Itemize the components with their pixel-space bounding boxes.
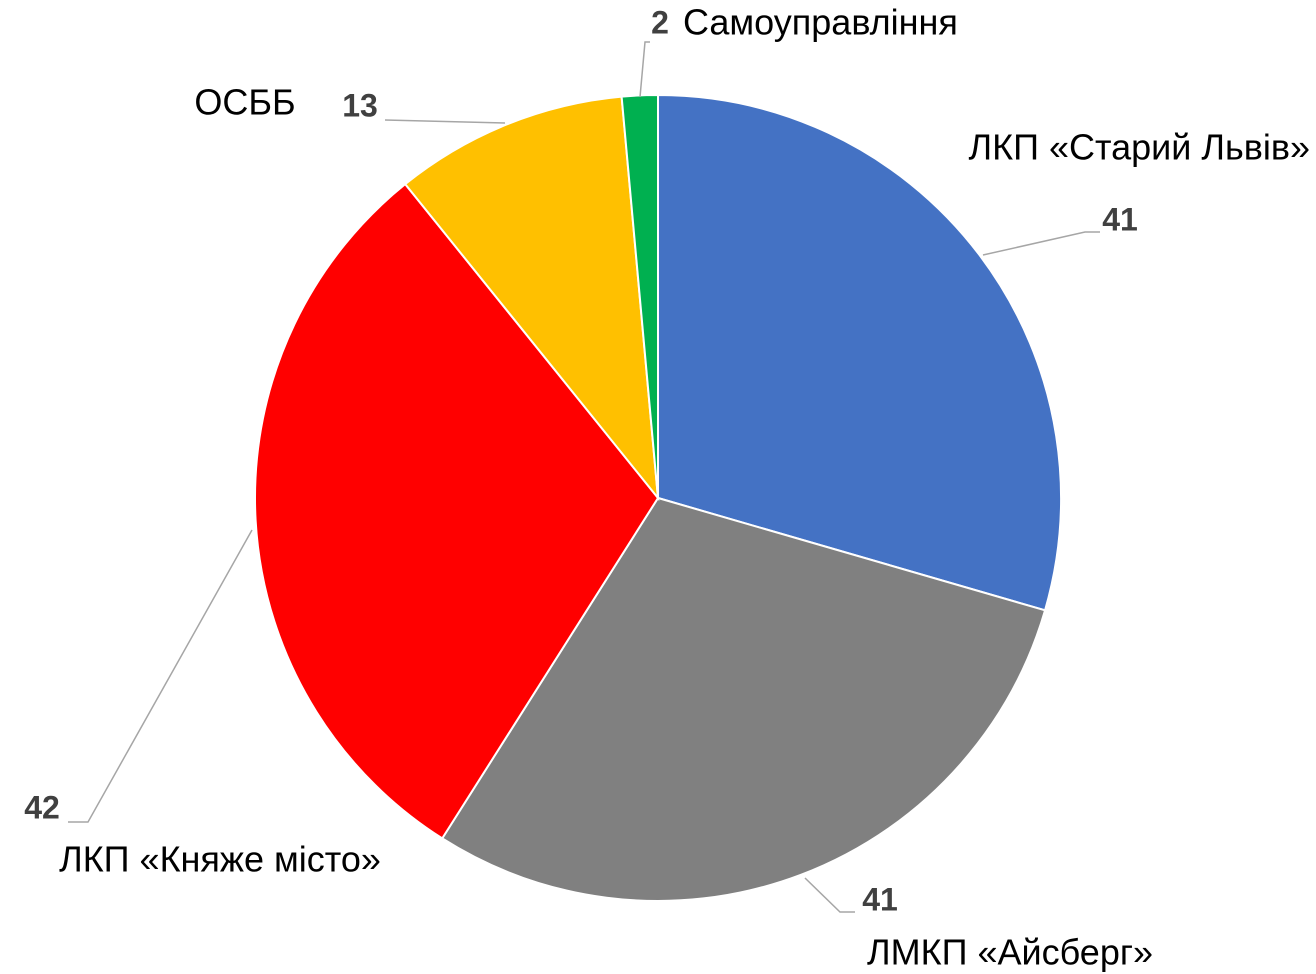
data-label: 41 bbox=[1102, 201, 1138, 237]
category-label: ОСББ bbox=[194, 82, 295, 123]
pie-slice bbox=[403, 95, 660, 502]
leader-line bbox=[982, 231, 1100, 256]
pie-slice bbox=[657, 93, 1062, 612]
pie-slice bbox=[440, 496, 1047, 902]
leader-line bbox=[384, 119, 506, 124]
category-label: Самоуправління bbox=[683, 2, 958, 43]
category-label: ЛКП «Старий Львів» bbox=[969, 127, 1311, 168]
leader-line bbox=[804, 877, 855, 913]
data-label: 13 bbox=[342, 87, 378, 123]
leader-line bbox=[68, 529, 253, 823]
leader-line bbox=[639, 41, 650, 98]
pie-slice bbox=[254, 182, 660, 840]
data-label: 41 bbox=[862, 881, 898, 917]
data-label: 2 bbox=[651, 4, 669, 40]
category-label: ЛМКП «Айсберг» bbox=[867, 932, 1153, 973]
data-label: 42 bbox=[24, 789, 60, 825]
category-label: ЛКП «Княже місто» bbox=[59, 839, 381, 880]
